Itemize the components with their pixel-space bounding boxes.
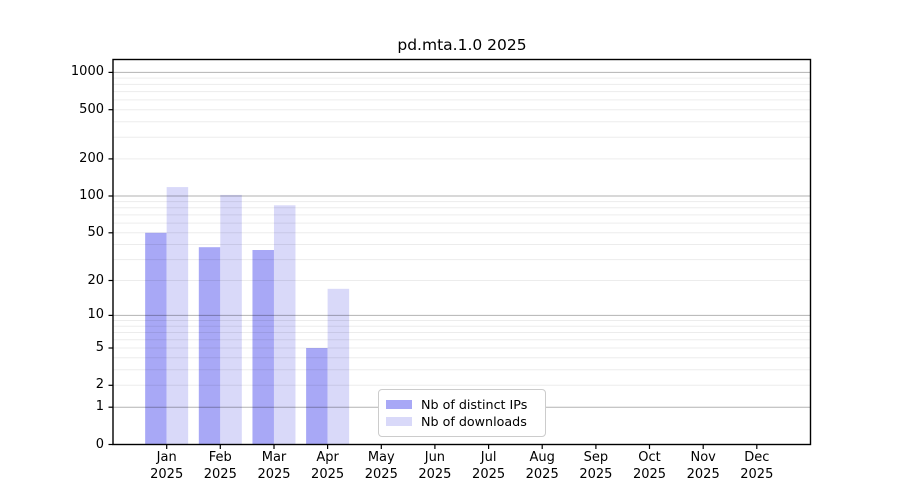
x-tick-label-apr: Apr 2025 <box>296 450 360 483</box>
month-label: Jan <box>156 450 177 465</box>
x-tick-label-jul: Jul 2025 <box>457 450 521 483</box>
y-tick-label-0: 0 <box>95 436 104 452</box>
legend-item-downloads: Nb of downloads <box>386 414 537 430</box>
year-label: 2025 <box>579 466 613 482</box>
x-tick-label-feb: Feb 2025 <box>188 450 252 483</box>
bar-mar-distinct-ips <box>252 250 274 445</box>
year-label: 2025 <box>257 466 291 482</box>
y-tick-label-200: 200 <box>79 150 104 166</box>
year-label: 2025 <box>632 466 667 482</box>
month-label: Aug <box>529 450 555 465</box>
y-tick-label-10: 10 <box>87 307 104 323</box>
y-tick-label-100: 100 <box>79 188 104 203</box>
year-label: 2025 <box>150 466 184 482</box>
month-label: Sep <box>583 450 609 465</box>
month-label: Oct <box>638 450 661 465</box>
x-tick-label-may: May 2025 <box>349 450 413 483</box>
bar-apr-downloads <box>327 288 350 445</box>
bar-feb-downloads <box>220 194 242 445</box>
bar-jan-downloads <box>166 187 189 445</box>
x-tick-label-mar: Mar 2025 <box>242 450 306 483</box>
legend: Nb of distinct IPs Nb of downloads <box>378 389 546 437</box>
year-label: 2025 <box>364 466 398 482</box>
year-label: 2025 <box>203 466 237 482</box>
year-label: 2025 <box>525 466 559 482</box>
y-tick-label-50: 50 <box>87 224 104 240</box>
legend-label-downloads: Nb of downloads <box>421 414 527 429</box>
year-label: 2025 <box>418 466 452 482</box>
x-tick-label-jan: Jan 2025 <box>135 450 199 483</box>
legend-label-distinct-ips: Nb of distinct IPs <box>421 397 528 412</box>
y-tick-label-5: 5 <box>95 340 104 355</box>
month-label: Apr <box>316 450 339 465</box>
bar-feb-distinct-ips <box>198 247 221 445</box>
bar-mar-downloads <box>273 205 296 445</box>
plot-border <box>112 58 812 446</box>
x-tick-label-oct: Oct 2025 <box>618 450 682 483</box>
bar-jan-distinct-ips <box>145 232 167 445</box>
y-tick-label-500: 500 <box>79 101 104 117</box>
month-label: Jun <box>424 450 446 465</box>
x-tick-label-sep: Sep 2025 <box>564 450 628 483</box>
month-label: Mar <box>261 450 287 465</box>
year-label: 2025 <box>740 466 774 482</box>
x-tick-label-aug: Aug 2025 <box>510 450 574 483</box>
x-tick-label-nov: Nov 2025 <box>671 450 735 483</box>
y-tick-label-1: 1 <box>95 399 104 415</box>
bar-apr-distinct-ips <box>306 348 328 445</box>
x-tick-label-dec: Dec 2025 <box>725 450 789 483</box>
legend-swatch-distinct-ips <box>386 400 412 409</box>
year-label: 2025 <box>686 466 720 482</box>
y-tick-label-2: 2 <box>95 377 104 393</box>
year-label: 2025 <box>311 466 345 482</box>
month-label: Dec <box>744 450 770 465</box>
month-label: Nov <box>690 450 716 465</box>
y-tick-label-20: 20 <box>87 272 104 288</box>
legend-item-distinct-ips: Nb of distinct IPs <box>386 397 537 413</box>
chart-title: pd.mta.1.0 2025 <box>397 36 527 54</box>
month-label: Jul <box>480 450 497 465</box>
year-label: 2025 <box>472 466 506 482</box>
x-tick-label-jun: Jun 2025 <box>403 450 467 483</box>
month-label: May <box>367 450 395 465</box>
y-tick-label-1000: 1000 <box>70 64 104 80</box>
legend-swatch-downloads <box>386 417 412 426</box>
month-label: Feb <box>208 450 232 465</box>
